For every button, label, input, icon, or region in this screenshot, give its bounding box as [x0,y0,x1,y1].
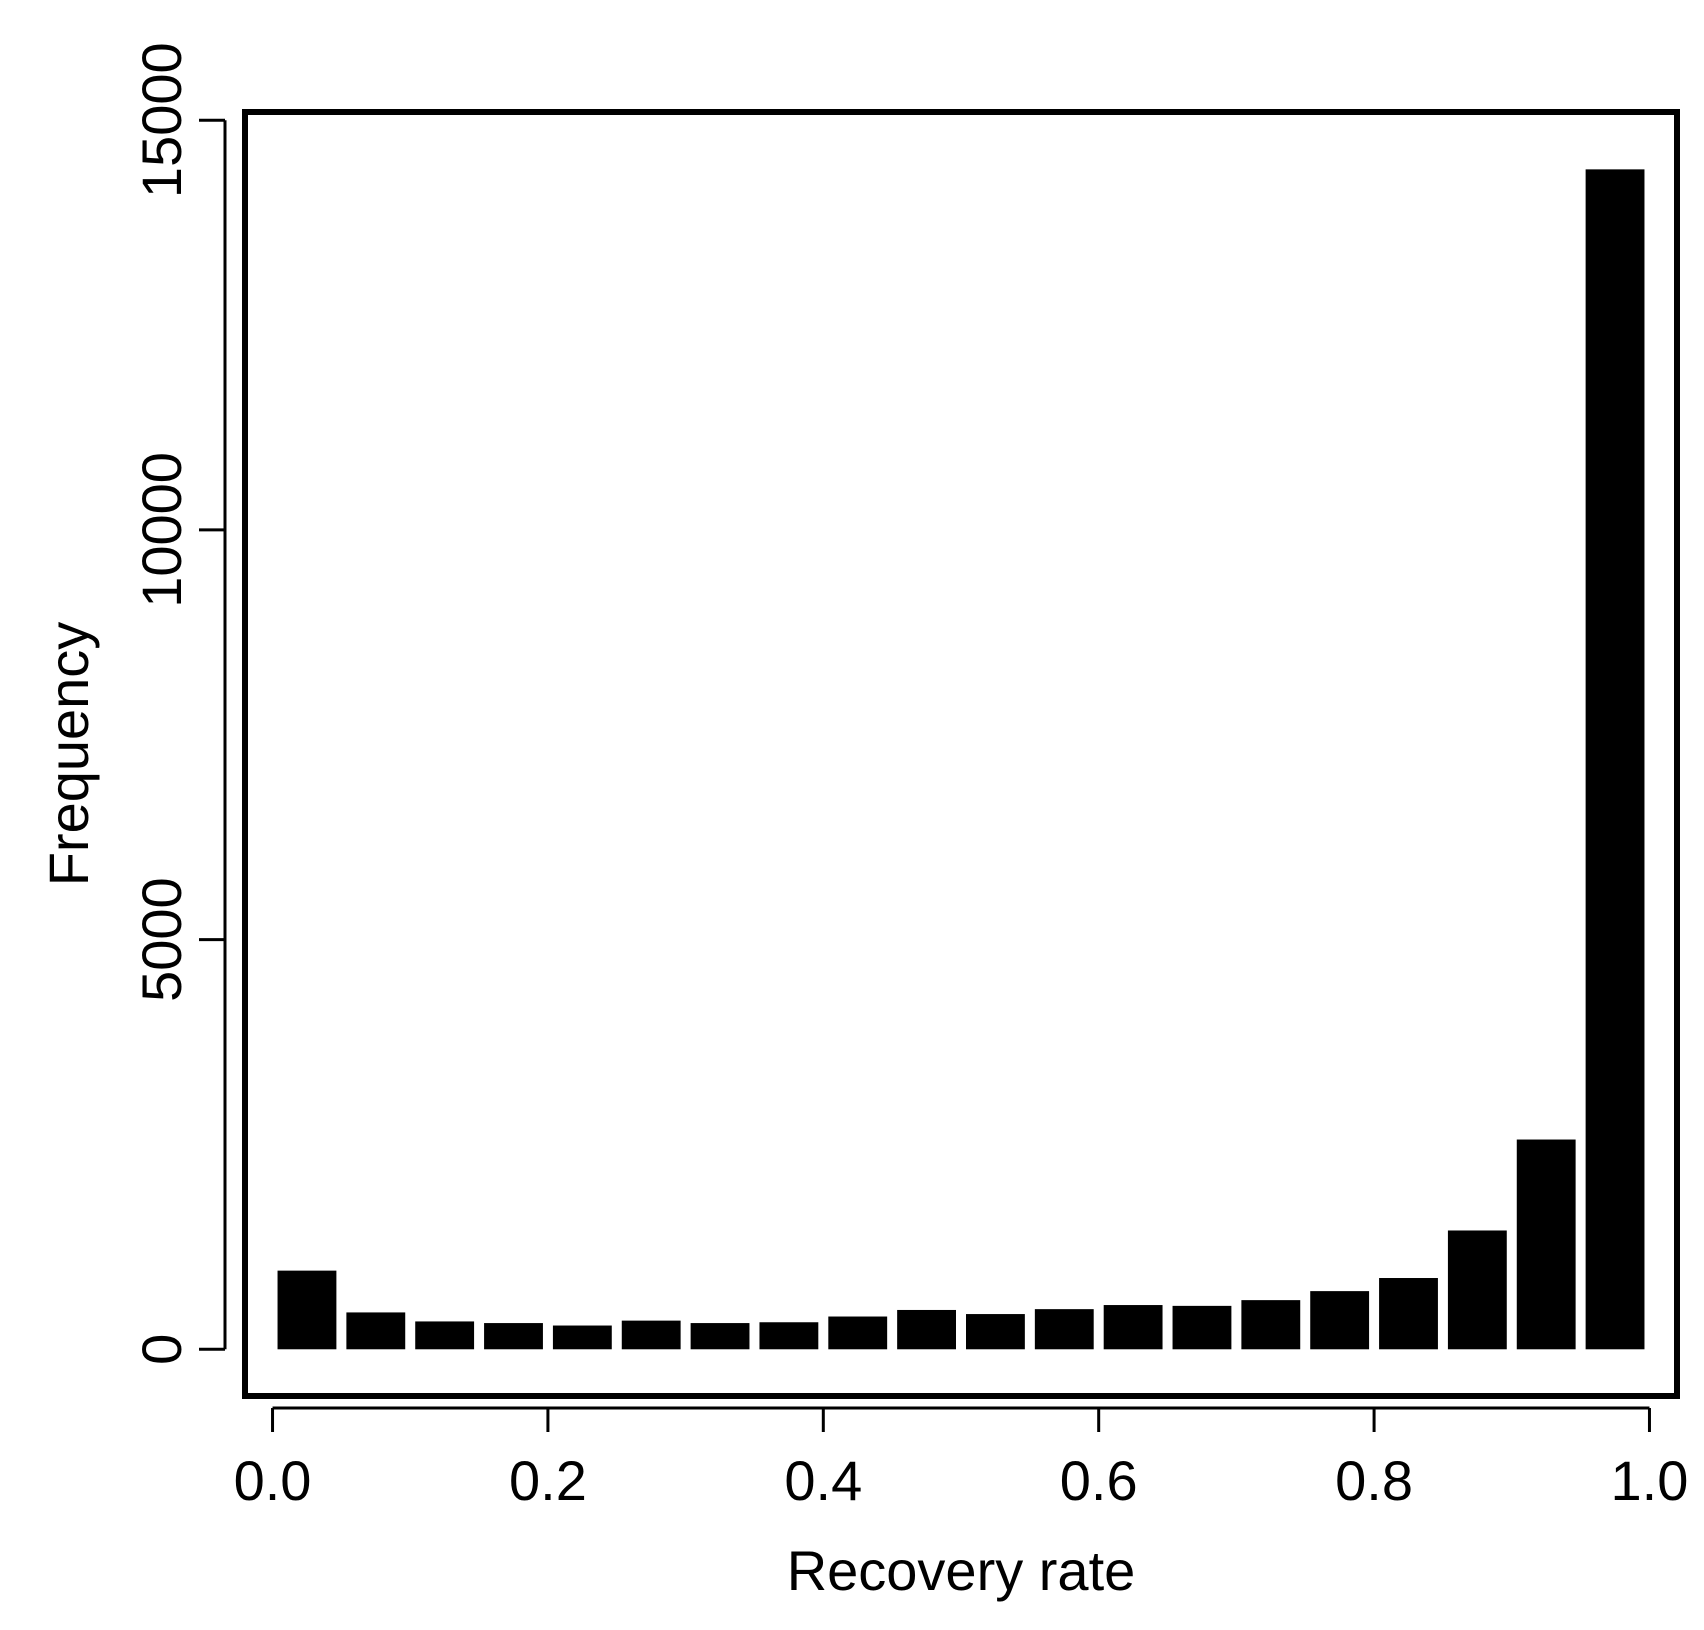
histogram-bar [415,1321,475,1350]
histogram-bar [1172,1305,1232,1350]
x-tick-label: 0.8 [1335,1449,1413,1512]
bars-group [277,169,1645,1350]
histogram-bar [1241,1300,1301,1350]
y-axis-label: Frequency [37,622,100,887]
x-tick-label: 0.0 [234,1449,312,1512]
x-tick-label: 0.6 [1060,1449,1138,1512]
histogram-bar [1310,1291,1370,1350]
histogram-bar [1516,1139,1576,1350]
histogram-bar [897,1309,956,1350]
histogram-bar [1379,1278,1438,1350]
histogram-bar [828,1316,888,1350]
histogram-bar [690,1323,750,1350]
y-tick-label: 15000 [130,42,193,198]
histogram-bar [552,1325,612,1350]
histogram-bar [277,1270,337,1350]
x-tick-label: 0.2 [509,1449,587,1512]
histogram-bar [1103,1305,1163,1350]
y-tick-label: 10000 [130,452,193,608]
histogram-bar [346,1312,406,1350]
y-axis: 0 5000 10000 15000 [130,42,227,1365]
histogram-bar [621,1320,681,1350]
histogram-bar [1034,1309,1094,1350]
histogram-bar [1447,1230,1507,1350]
histogram-bar [759,1322,819,1350]
plot-frame [242,109,1680,1399]
y-tick-label: 5000 [130,877,193,1002]
y-tick-label: 0 [130,1334,193,1365]
x-axis-label: Recovery rate [787,1539,1136,1602]
x-tick-label: 1.0 [1611,1449,1689,1512]
histogram-bar [484,1323,543,1350]
x-axis: 0.0 0.2 0.4 0.6 0.8 1.0 [234,1406,1689,1512]
histogram-bar [1585,169,1645,1350]
x-tick-label: 0.4 [784,1449,862,1512]
histogram-bar [966,1314,1025,1350]
